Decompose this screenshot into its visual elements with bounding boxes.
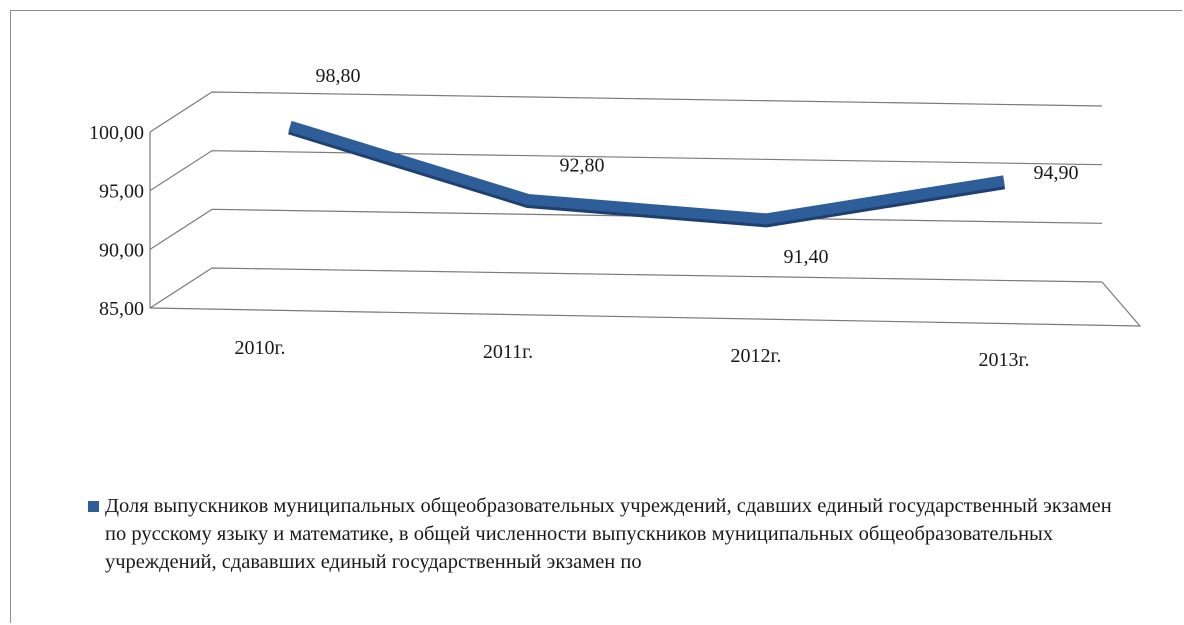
y-axis-tick-labels: 85,00 90,00 95,00 100,00 (89, 122, 144, 320)
floor-edge (149, 281, 1142, 327)
data-label: 94,90 (1034, 162, 1079, 184)
data-label: 91,40 (784, 246, 829, 268)
gridline (149, 267, 1103, 309)
gridline (149, 91, 1103, 133)
x-tick-label: 2013г. (979, 349, 1030, 371)
gridline (149, 150, 1103, 192)
legend: Доля выпускников муниципальных общеобраз… (88, 492, 1128, 576)
y-tick-label: 100,00 (89, 122, 144, 144)
series-line-path (288, 120, 1005, 225)
y-tick-label: 85,00 (99, 298, 144, 320)
legend-swatch (88, 501, 99, 512)
line-chart: 85,00 90,00 95,00 100,00 2010г. 2011г. 2012г.… (89, 65, 1142, 371)
y-tick-label: 95,00 (99, 181, 144, 203)
y-tick-label: 90,00 (99, 239, 144, 261)
data-label: 92,80 (560, 154, 605, 176)
x-tick-label: 2011г. (483, 341, 533, 363)
x-tick-label: 2010г. (235, 337, 286, 359)
legend-label: Доля выпускников муниципальных общеобраз… (105, 495, 1112, 573)
data-label: 98,80 (316, 65, 361, 87)
x-axis-tick-labels: 2010г. 2011г. 2012г. 2013г. (235, 337, 1030, 371)
data-labels: 98,80 92,80 91,40 94,90 (316, 65, 1079, 268)
chart-frame (10, 10, 1182, 623)
series-line (288, 120, 1006, 228)
x-tick-label: 2012г. (731, 345, 782, 367)
